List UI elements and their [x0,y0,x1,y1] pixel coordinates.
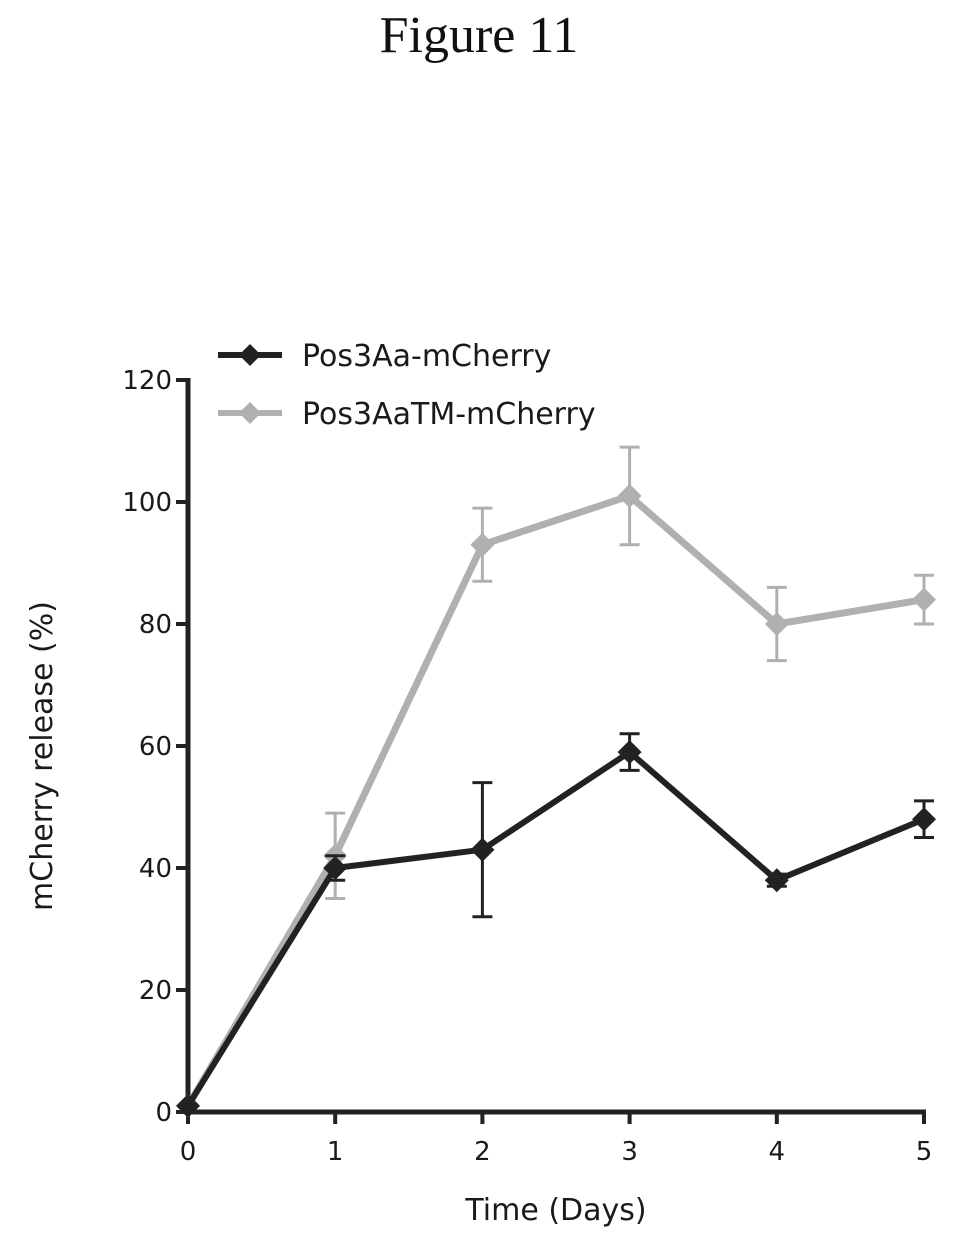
y-tick-label: 40 [139,854,172,884]
figure-title: Figure 11 [379,7,579,64]
data-point [470,532,495,557]
series-line [185,749,926,1108]
y-tick-label: 0 [155,1098,172,1128]
x-tick-label: 4 [769,1137,786,1167]
legend-label: Pos3Aa-mCherry [302,339,551,374]
data-point [764,868,789,893]
y-axis-label: mCherry release (%) [25,601,60,911]
axes: 0 20 40 60 80 100 120 0 1 2 3 4 5 [122,366,932,1167]
data-point [912,587,936,612]
y-tick-label: 120 [122,366,172,396]
legend-marker [239,344,261,366]
x-axis-label: Time (Days) [464,1193,646,1228]
y-tick-label: 60 [139,732,172,762]
data-point [912,807,936,832]
x-tick-label: 0 [180,1137,197,1167]
data-point [176,1093,200,1118]
x-tick-label: 5 [916,1137,933,1167]
y-tick-label: 20 [139,976,172,1006]
series-layer [176,445,936,1118]
x-tick-label: 2 [474,1137,491,1167]
x-tick-label: 1 [327,1137,344,1167]
y-tick-label: 80 [139,610,172,640]
series-line [184,492,925,1108]
series-0 [176,732,936,1118]
data-point [617,740,642,765]
data-point [617,483,642,508]
x-tick-label: 3 [621,1137,638,1167]
data-point [323,856,348,880]
legend-marker [239,402,261,424]
series-1 [176,445,936,1118]
legend: Pos3Aa-mCherry Pos3AaTM-mCherry [218,339,596,432]
data-point [764,612,789,636]
legend-label: Pos3AaTM-mCherry [302,397,596,432]
data-point [470,837,495,862]
y-tick-label: 100 [122,488,172,518]
